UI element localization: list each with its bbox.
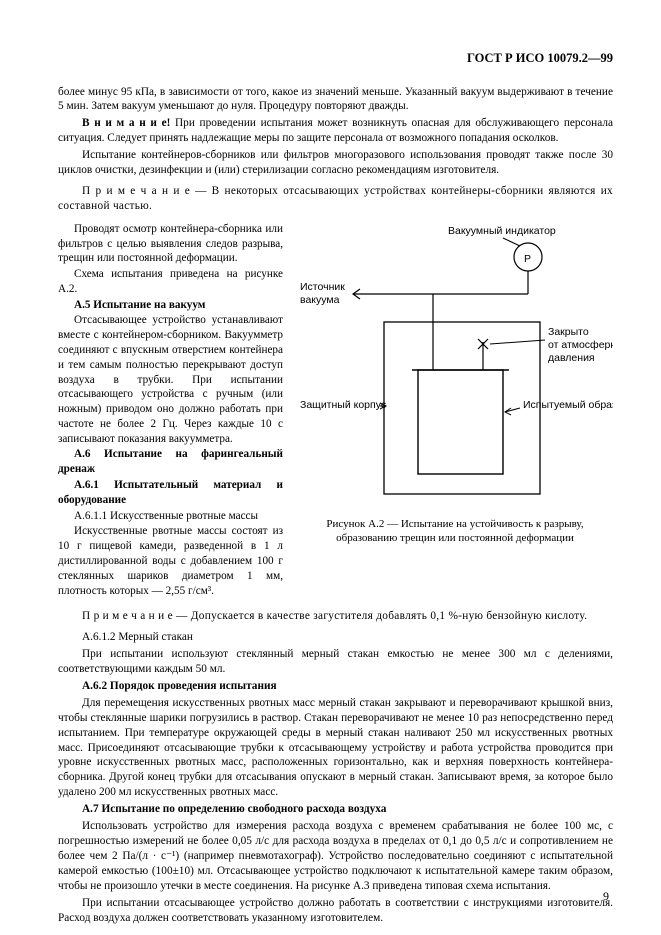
label-shield: Защитный корпус (300, 399, 386, 411)
label-p: P (524, 253, 531, 265)
label-closed-l1: Закрыто (548, 326, 589, 338)
label-vacuum-indicator: Вакуумный индикатор (448, 225, 556, 237)
specimen-jar (418, 370, 503, 474)
paragraph: При испытании используют стеклянный мерн… (58, 647, 613, 677)
heading-a6: А.6 Испытание на фарингеальный дренаж (58, 447, 283, 477)
doc-header: ГОСТ Р ИСО 10079.2—99 (58, 50, 613, 67)
two-column: Проводят осмотр контейнера-сборника или … (58, 222, 613, 600)
paragraph: Отсасывающее устройство устанавливают вм… (58, 313, 283, 446)
paragraph: Искусственные рвотные массы состоят из 1… (58, 524, 283, 598)
label-specimen: Испытуемый образец (523, 399, 613, 411)
page: ГОСТ Р ИСО 10079.2—99 более минус 95 кПа… (0, 0, 661, 935)
note: П р и м е ч а н и е — Допускается в каче… (58, 609, 613, 624)
caption-line: образованию трещин или постоянной деформ… (336, 532, 574, 544)
paragraph: Проводят осмотр контейнера-сборника или … (58, 222, 283, 266)
heading-a62: А.6.2 Порядок проведения испытания (58, 679, 613, 694)
paragraph: А.6.1.1 Искусственные рвотные массы (58, 509, 283, 524)
paragraph: Использовать устройство для измерения ра… (58, 819, 613, 894)
label-closed-l3: давления (548, 352, 595, 364)
paragraph: А.6.1.2 Мерный стакан (58, 630, 613, 645)
paragraph-warning: В н и м а н и е! При проведении испытани… (58, 116, 613, 146)
note: П р и м е ч а н и е — В некоторых отсасы… (58, 184, 613, 214)
paragraph: Схема испытания приведена на рисунке А.2… (58, 267, 283, 297)
figure-caption: Рисунок А.2 — Испытание на устойчивость … (297, 518, 613, 546)
paragraph: Испытание контейнеров-сборников или филь… (58, 148, 613, 178)
protective-box (384, 322, 540, 494)
heading-a7: А.7 Испытание по определению свободного … (58, 802, 613, 817)
label-closed-l2: от атмосферного (548, 339, 613, 351)
label-source-l1: Источник (300, 281, 345, 293)
diagram-figure-a2: Вакуумный индикатор P Источник вакуума (298, 222, 613, 512)
paragraph: Для перемещения искусственных рвотных ма… (58, 696, 613, 800)
page-number: 9 (603, 889, 609, 905)
right-column: Вакуумный индикатор P Источник вакуума (297, 222, 613, 600)
heading-text: А.6.2 Порядок проведения испытания (82, 680, 277, 692)
heading-a5: А.5 Испытание на вакуум (58, 298, 283, 313)
leader-line (490, 340, 545, 344)
heading-text: А.7 Испытание по определению свободного … (82, 803, 386, 815)
leader-line (503, 238, 520, 246)
label-source-l2: вакуума (300, 294, 340, 306)
caption-line: Рисунок А.2 — Испытание на устойчивость … (326, 518, 583, 530)
warning-label: В н и м а н и е! (82, 117, 170, 129)
paragraph: более минус 95 кПа, в зависимости от тог… (58, 85, 613, 115)
left-column: Проводят осмотр контейнера-сборника или … (58, 222, 283, 600)
heading-a61: А.6.1 Испытательный материал и оборудова… (58, 478, 283, 508)
paragraph: При испытании отсасывающее устройство до… (58, 896, 613, 926)
